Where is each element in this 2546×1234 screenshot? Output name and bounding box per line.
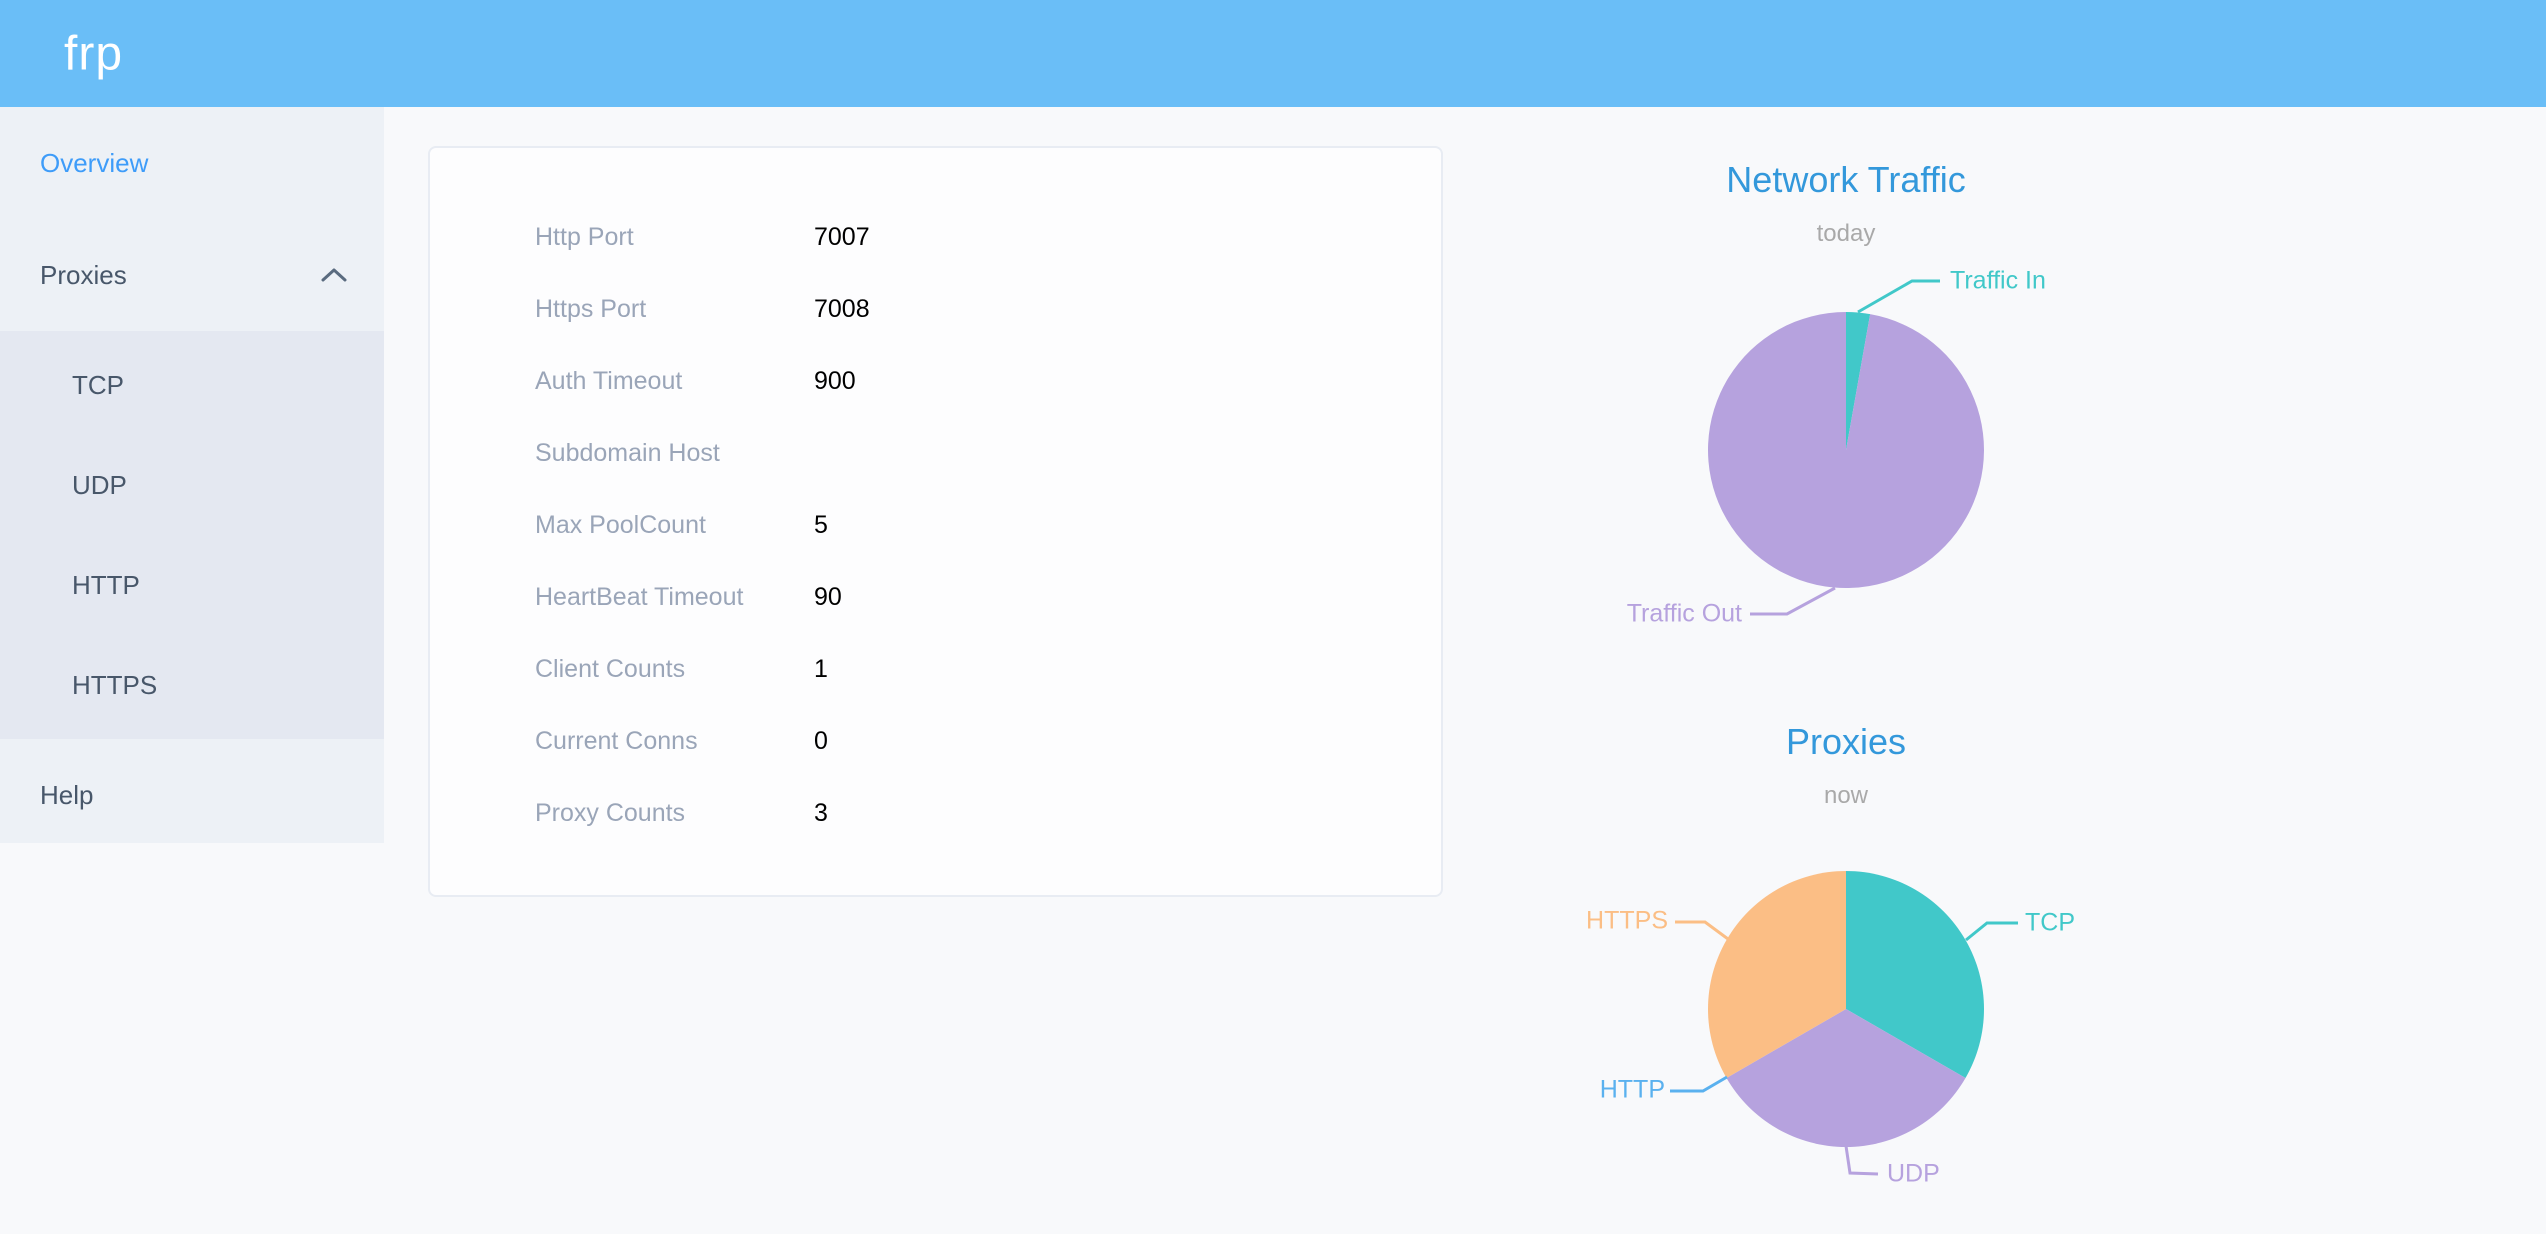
leader-line-http: [1670, 1075, 1728, 1093]
sidebar-item-udp[interactable]: UDP: [72, 470, 127, 500]
leader-line-traffic-out: [1750, 586, 1836, 616]
info-label: Proxy Counts: [535, 799, 686, 827]
info-value: 900: [814, 367, 856, 395]
leader-line-udp: [1844, 1145, 1879, 1176]
sidebar-item-https[interactable]: HTTPS: [72, 670, 158, 700]
info-value: 3: [814, 799, 828, 827]
sidebar: Overview Proxies TCP UDP HTTP HTTPS Help: [0, 107, 384, 843]
info-row: Http Port 7007: [430, 201, 1441, 273]
info-value: 1: [814, 655, 828, 683]
info-label: Current Conns: [535, 727, 698, 755]
info-value: 5: [814, 511, 828, 539]
leader-line-traffic-in: [1857, 279, 1940, 314]
chevron-up-icon[interactable]: [320, 267, 348, 283]
info-value: 7007: [814, 223, 870, 251]
sidebar-item-overview[interactable]: Overview: [0, 107, 384, 219]
info-row: Current Conns 0: [430, 705, 1441, 777]
proxies-pie: [1708, 871, 1984, 1147]
info-row: Https Port 7008: [430, 273, 1441, 345]
sidebar-item-http[interactable]: HTTP: [72, 570, 140, 600]
sidebar-item-label: Proxies: [40, 260, 127, 290]
info-row: HeartBeat Timeout 90: [430, 561, 1441, 633]
info-value: 90: [814, 583, 842, 611]
server-info-card: Http Port 7007 Https Port 7008 Auth Timeou…: [428, 146, 1443, 897]
info-label: HeartBeat Timeout: [535, 583, 744, 611]
app-logo: frp: [64, 27, 124, 80]
sidebar-item-help[interactable]: Help: [0, 739, 384, 851]
pie-label-tcp: TCP: [2025, 908, 2075, 937]
info-label: Http Port: [535, 223, 634, 251]
info-label: Auth Timeout: [535, 367, 683, 395]
sidebar-item-label: Help: [40, 780, 94, 810]
pie-slice-tcp[interactable]: [1846, 871, 1984, 1078]
network-traffic-chart-subtitle: today: [1816, 220, 1876, 247]
pie-label-http: HTTP: [1599, 1075, 1665, 1104]
pie-label-traffic-out: Traffic Out: [1626, 599, 1742, 628]
info-label: Client Counts: [535, 655, 686, 683]
pie-slice-https[interactable]: [1708, 871, 1846, 1078]
leader-line-https: [1675, 920, 1729, 941]
info-label: Https Port: [535, 295, 647, 323]
pie-slice-traffic-out[interactable]: [1707, 312, 1984, 588]
sidebar-item-tcp[interactable]: TCP: [72, 370, 124, 400]
info-label: Max PoolCount: [535, 511, 706, 539]
info-row: Max PoolCount 5: [430, 489, 1441, 561]
proxies-chart-subtitle: now: [1823, 782, 1869, 809]
info-value: 0: [814, 727, 828, 755]
leader-line-tcp: [1965, 921, 2018, 942]
info-row: Proxy Counts 3: [430, 777, 1441, 849]
info-row: Subdomain Host: [430, 417, 1441, 489]
pie-label-traffic-in: Traffic In: [1950, 266, 2046, 295]
app-header: frp: [0, 0, 2546, 107]
sidebar-item-label: Overview: [40, 148, 149, 178]
network-traffic-pie: [1707, 312, 1984, 588]
pie-label-https: HTTPS: [1586, 906, 1668, 935]
sidebar-item-proxies[interactable]: Proxies: [0, 219, 384, 331]
pie-slice-traffic-in[interactable]: [1846, 312, 1871, 450]
proxies-submenu: TCP UDP HTTP HTTPS: [0, 331, 384, 739]
info-label: Subdomain Host: [535, 439, 720, 467]
info-value: 7008: [814, 295, 870, 323]
info-row: Client Counts 1: [430, 633, 1441, 705]
info-row: Auth Timeout 900: [430, 345, 1441, 417]
network-traffic-chart-title: Network Traffic: [1726, 159, 1966, 200]
pie-label-udp: UDP: [1887, 1159, 1940, 1188]
proxies-chart-title: Proxies: [1785, 721, 1907, 762]
